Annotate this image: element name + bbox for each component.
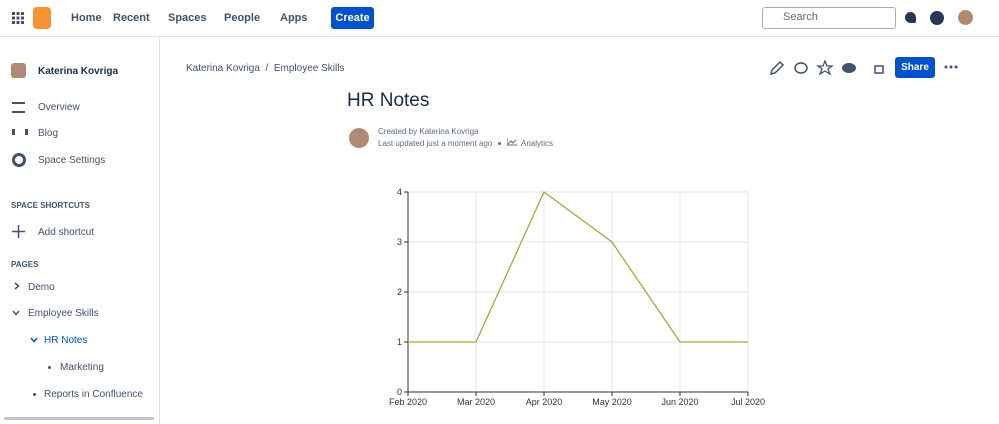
overview-icon <box>12 102 25 113</box>
x-tick-label: May 2020 <box>592 397 632 407</box>
x-tick-label: Feb 2020 <box>389 397 427 407</box>
x-tick-label: Jun 2020 <box>661 397 698 407</box>
page-tree-item[interactable]: Demo <box>28 282 55 293</box>
last-updated: Last updated just a moment ago <box>378 139 493 148</box>
y-tick-label: 0 <box>397 387 402 397</box>
page-title: HR Notes <box>347 90 430 111</box>
bullet <box>33 393 36 396</box>
sidebar-scrollbar <box>4 417 154 420</box>
analytics-link[interactable]: Analytics <box>521 139 554 148</box>
page-tree-item-current[interactable]: HR Notes <box>44 335 88 346</box>
star-icon[interactable] <box>816 59 834 76</box>
search-placeholder: Search <box>783 11 818 23</box>
breadcrumb-link[interactable]: Employee Skills <box>273 63 345 74</box>
expand-chevron[interactable] <box>14 282 20 290</box>
author-avatar <box>349 128 369 148</box>
y-tick-label: 1 <box>397 337 402 347</box>
x-tick-label: Mar 2020 <box>457 397 495 407</box>
page-tree-item[interactable]: Marketing <box>60 362 104 373</box>
collapse-chevron[interactable] <box>12 310 20 316</box>
chart: 0 1 2 3 4 Feb 2020 Mar 2020 Apr 2020 May 2020 Jun… <box>389 187 765 407</box>
comment-icon[interactable] <box>794 62 808 74</box>
app-switcher[interactable] <box>12 12 24 24</box>
line <box>408 191 748 343</box>
sidebar <box>0 37 160 424</box>
y-tick-label: 2 <box>397 287 402 297</box>
sidebar-link[interactable]: Blog <box>38 128 59 139</box>
collapse-chevron[interactable] <box>30 337 38 343</box>
breadcrumb: Katerina Kovriga / Employee Skills <box>186 63 344 74</box>
nav-home[interactable]: Home <box>71 12 102 24</box>
page-toolbar <box>769 59 884 76</box>
notifications-icon[interactable] <box>905 12 916 23</box>
sidebar-user[interactable]: Katerina Kovriga <box>38 66 119 77</box>
user-avatar[interactable] <box>958 10 973 25</box>
page-tree-item[interactable]: Reports in Confluence <box>44 389 143 400</box>
bullet <box>498 142 501 145</box>
x-tick-label: Apr 2020 <box>526 397 563 407</box>
page-tree-item[interactable]: Employee Skills <box>28 308 99 319</box>
logo[interactable] <box>33 7 51 29</box>
add-shortcut[interactable]: Add shortcut <box>38 227 95 238</box>
top-bar <box>0 0 999 37</box>
nav-recent[interactable]: Recent <box>113 12 150 24</box>
edit-icon[interactable] <box>769 60 785 76</box>
y-tick-label: 3 <box>397 237 402 247</box>
breadcrumb-separator: / <box>265 63 269 74</box>
share-button[interactable]: Share <box>895 57 935 78</box>
add-icon <box>12 225 25 238</box>
blog-icon <box>12 129 28 135</box>
section-heading: PAGES <box>11 260 39 269</box>
analytics-icon <box>507 138 517 146</box>
create-button[interactable]: Create <box>331 7 374 29</box>
sidebar-link[interactable]: Space Settings <box>38 155 106 166</box>
sidebar-avatar <box>11 63 26 78</box>
more-icon[interactable] <box>944 65 958 69</box>
nav-spaces[interactable]: Spaces <box>168 12 207 24</box>
x-tick-label: Jul 2020 <box>731 397 765 407</box>
sidebar-link[interactable]: Overview <box>38 102 80 113</box>
help-icon[interactable] <box>930 11 944 25</box>
bullet <box>48 366 51 369</box>
watch-icon[interactable] <box>842 63 856 73</box>
restrictions-icon[interactable] <box>874 65 884 74</box>
y-tick-label: 4 <box>397 187 402 197</box>
created-by: Created by Katerina Kovriga <box>378 127 479 136</box>
section-heading: SPACE SHORTCUTS <box>11 201 90 210</box>
breadcrumb-link[interactable]: Katerina Kovriga <box>186 63 260 74</box>
nav-apps[interactable]: Apps <box>280 12 308 24</box>
search-box[interactable] <box>762 7 896 29</box>
nav-people[interactable]: People <box>224 12 261 24</box>
settings-icon <box>12 153 26 167</box>
